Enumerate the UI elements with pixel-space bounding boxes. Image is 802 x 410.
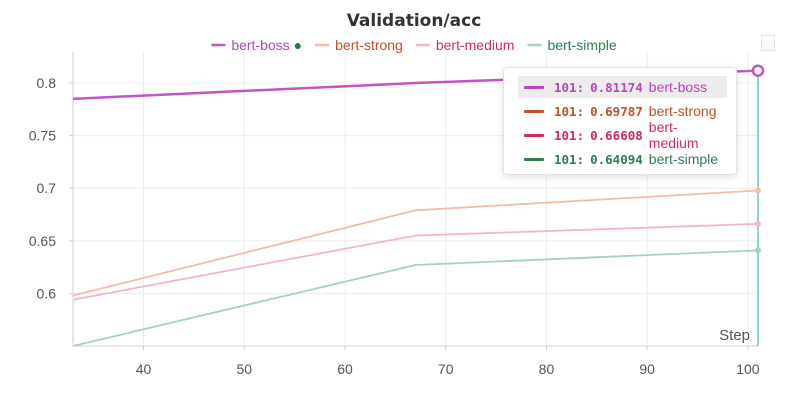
x-tick-label: 70	[438, 361, 454, 377]
legend-label: bert-boss	[231, 37, 289, 53]
grid	[73, 52, 758, 346]
tooltip-separator: :	[576, 79, 585, 95]
ticks: 0.6 0.65 0.7 0.75 0.8 40 50 60 70 80 90 100	[29, 75, 760, 377]
tooltip-swatch	[524, 85, 544, 89]
tooltip-row-bert-boss: 101:0.81174 bert-boss	[518, 76, 727, 98]
legend-item-bert-simple[interactable]: bert-simple	[527, 37, 617, 53]
hover-point-bert-boss	[751, 64, 765, 77]
tooltip-step: 101	[554, 151, 577, 167]
legend-active-marker: ●	[294, 37, 302, 53]
legend-label: bert-simple	[547, 37, 616, 53]
x-tick-label: 60	[337, 361, 353, 377]
y-tick-label: 0.65	[29, 233, 56, 249]
legend-label: bert-medium	[436, 37, 515, 53]
legend-item-bert-boss[interactable]: bert-boss ●	[211, 37, 302, 53]
series-line-bert-strong	[72, 189, 759, 297]
legend-item-bert-strong[interactable]: bert-strong	[315, 37, 403, 53]
x-tick-label: 80	[539, 361, 555, 377]
hover-point-bert-strong	[755, 187, 761, 194]
tooltip-series-name: bert-strong	[648, 103, 717, 119]
tooltip-value: 0.64094	[590, 151, 643, 167]
series-line-bert-simple	[72, 249, 759, 347]
y-tick-label: 0.75	[29, 128, 56, 144]
tooltip-row-bert-simple: 101:0.64094 bert-simple	[518, 148, 727, 170]
axes	[72, 52, 758, 347]
hover-point-bert-simple	[755, 247, 761, 254]
x-axis-label: Step	[719, 327, 750, 344]
tooltip-step: 101	[554, 127, 577, 143]
tooltip-value: 0.81174	[590, 79, 643, 95]
hover-tooltip: 101:0.81174 bert-boss 101:0.69787 bert-stro…	[503, 67, 737, 175]
hover-point-bert-medium	[755, 220, 761, 227]
hover-layer	[751, 64, 765, 346]
tooltip-step: 101	[554, 103, 577, 119]
tooltip-series-name: bert-medium	[648, 119, 699, 151]
tooltip-swatch	[524, 133, 544, 137]
x-tick-label: 40	[136, 361, 152, 377]
x-tick-label: 90	[639, 361, 655, 377]
legend-label: bert-strong	[335, 37, 403, 53]
tooltip-value: 0.69787	[590, 103, 643, 119]
chart-options-box[interactable]	[761, 35, 775, 51]
y-tick-label: 0.7	[37, 180, 57, 196]
legend: bert-boss ● bert-strong bert-medium bert-sim…	[211, 37, 617, 53]
tooltip-separator: :	[576, 151, 585, 167]
tooltip-series-name: bert-simple	[648, 151, 719, 167]
tooltip-row-bert-medium: 101:0.66608 bert-medium	[518, 119, 727, 151]
chart-title: Validation/acc	[347, 11, 482, 31]
legend-item-bert-medium[interactable]: bert-medium	[415, 37, 515, 53]
tooltip-separator: :	[576, 103, 585, 119]
tooltip-swatch	[524, 109, 544, 113]
tooltip-step: 101	[554, 79, 577, 95]
y-tick-label: 0.6	[37, 285, 57, 301]
tooltip-series-name: bert-boss	[648, 79, 708, 95]
x-tick-label: 100	[736, 361, 760, 377]
tooltip-row-bert-strong: 101:0.69787 bert-strong	[518, 100, 727, 122]
y-tick-label: 0.8	[37, 75, 57, 91]
series-line-bert-medium	[72, 223, 759, 301]
tooltip-value: 0.66608	[590, 127, 643, 143]
x-tick-label: 50	[236, 361, 252, 377]
tooltip-swatch	[524, 157, 544, 161]
tooltip-separator: :	[576, 127, 585, 143]
